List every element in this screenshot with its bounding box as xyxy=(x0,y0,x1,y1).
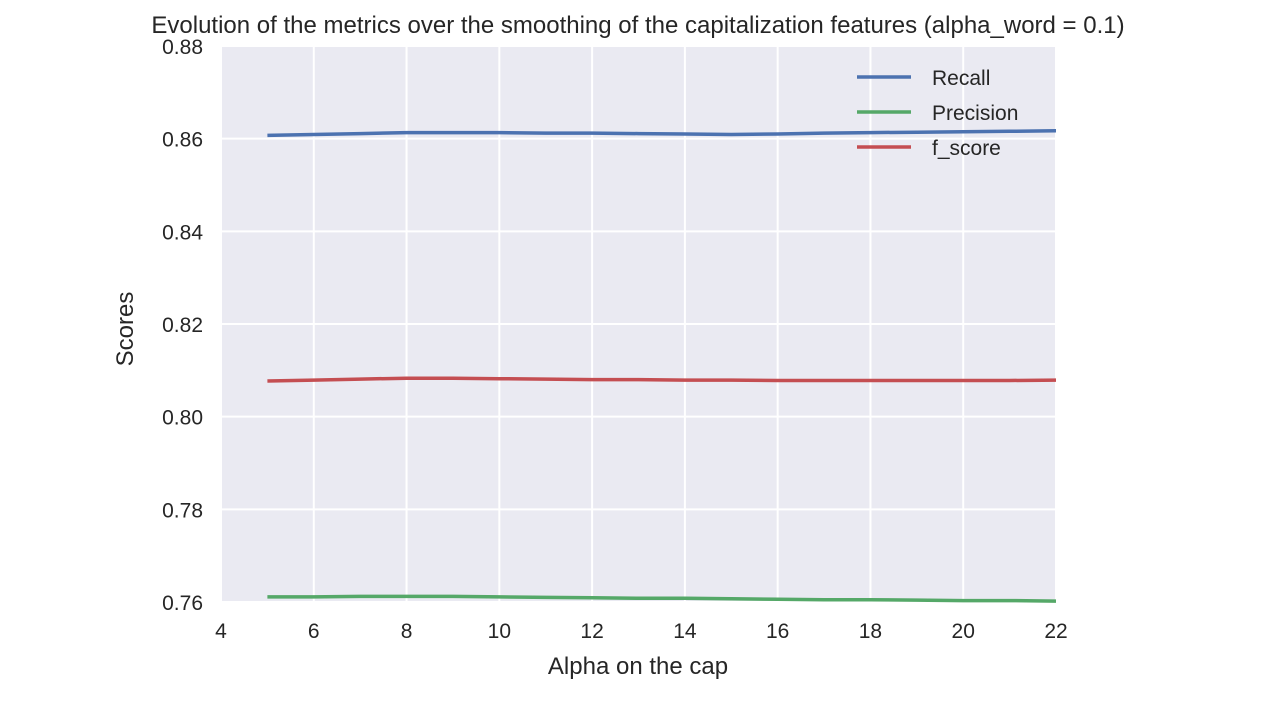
legend-label: Recall xyxy=(932,67,990,90)
series-line-precision xyxy=(267,594,1057,603)
x-tick-labels: 4 6 8 10 12 14 16 18 20 22 xyxy=(215,620,1068,643)
legend-label: f_score xyxy=(932,137,1001,160)
x-tick-label: 18 xyxy=(859,620,882,643)
x-tick-label: 6 xyxy=(308,620,320,643)
y-tick-label: 0.84 xyxy=(162,221,203,244)
x-tick-label: 16 xyxy=(766,620,789,643)
x-tick-label: 4 xyxy=(215,620,227,643)
legend-label: Precision xyxy=(932,102,1018,125)
x-tick-label: 8 xyxy=(401,620,413,643)
y-tick-label: 0.86 xyxy=(162,129,203,152)
x-tick-label: 20 xyxy=(952,620,975,643)
x-tick-label: 14 xyxy=(673,620,697,643)
y-tick-label: 0.76 xyxy=(162,592,203,615)
chart-title: Evolution of the metrics over the smooth… xyxy=(151,12,1124,39)
y-tick-label: 0.82 xyxy=(162,314,203,337)
x-tick-label: 12 xyxy=(580,620,603,643)
x-tick-label: 10 xyxy=(488,620,511,643)
x-axis-label: Alpha on the cap xyxy=(548,653,728,680)
series-line-f-score xyxy=(267,376,1057,383)
y-tick-label: 0.88 xyxy=(162,36,203,59)
legend: Recall Precision f_score xyxy=(857,67,1018,160)
y-tick-label: 0.78 xyxy=(162,499,203,522)
grid-lines xyxy=(220,45,1057,603)
y-tick-label: 0.80 xyxy=(162,407,203,430)
series-group xyxy=(267,129,1057,603)
y-axis-label: Scores xyxy=(112,292,139,367)
x-tick-label: 22 xyxy=(1044,620,1067,643)
series-line-recall xyxy=(267,129,1057,138)
y-tick-labels: 0.76 0.78 0.80 0.82 0.84 0.86 0.88 xyxy=(162,36,203,615)
